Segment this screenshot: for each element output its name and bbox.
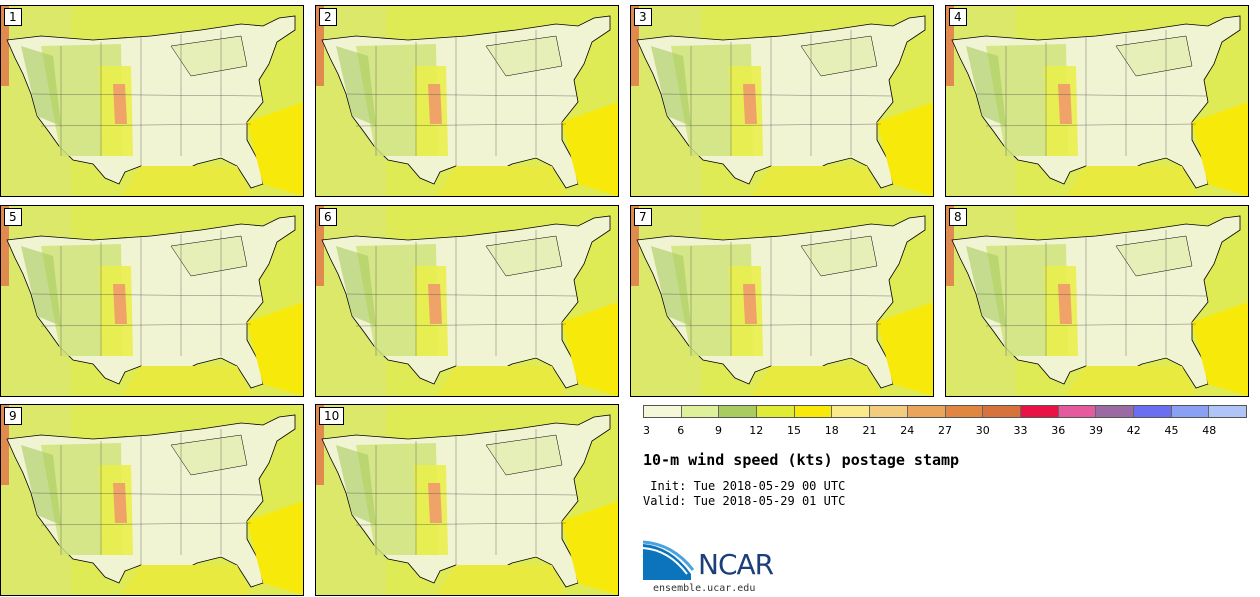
- colorbar-tick-label: 9: [715, 424, 722, 437]
- colorbar-swatch: [757, 406, 795, 417]
- wind-map: [946, 6, 1248, 196]
- forecast-panel: 1: [0, 5, 304, 197]
- wind-map: [316, 6, 618, 196]
- colorbar-swatch: [681, 406, 720, 417]
- wind-map: [1, 405, 303, 595]
- wind-map: [1, 206, 303, 396]
- chart-title: 10-m wind speed (kts) postage stamp: [643, 451, 960, 469]
- colorbar-tick-label: 33: [1013, 424, 1028, 437]
- colorbar-swatch: [1171, 406, 1210, 417]
- colorbar-swatch: [794, 406, 833, 417]
- panel-number: 9: [4, 407, 22, 425]
- colorbar-tick-label: 3: [643, 424, 650, 437]
- colorbar-swatch: [983, 406, 1021, 417]
- forecast-panel: 5: [0, 205, 304, 397]
- colorbar-tick-label: 30: [975, 424, 990, 437]
- colorbar-tick-label: 12: [749, 424, 764, 437]
- forecast-panel: 8: [945, 205, 1249, 397]
- wind-map: [316, 405, 618, 595]
- colorbar-swatch: [870, 406, 908, 417]
- forecast-panel: 6: [315, 205, 619, 397]
- colorbar-tick-label: 39: [1089, 424, 1103, 437]
- colorbar-tick-label: 36: [1051, 424, 1066, 437]
- colorbar-swatch: [945, 406, 984, 417]
- colorbar-tick-label: 27: [938, 424, 952, 437]
- panel-number: 4: [949, 8, 967, 26]
- wind-map: [631, 6, 933, 196]
- wind-map: [316, 206, 618, 396]
- colorbar-swatch: [1020, 406, 1059, 417]
- forecast-panel: 2: [315, 5, 619, 197]
- panel-number: 8: [949, 208, 967, 226]
- forecast-panel: 7: [630, 205, 934, 397]
- wind-map: [946, 206, 1248, 396]
- colorbar-swatch: [644, 406, 682, 417]
- wind-map: [631, 206, 933, 396]
- forecast-panel: 3: [630, 5, 934, 197]
- panel-number: 2: [319, 8, 337, 26]
- panel-number: 6: [319, 208, 337, 226]
- valid-time: Valid: Tue 2018-05-29 01 UTC: [643, 494, 846, 508]
- colorbar-swatch: [907, 406, 946, 417]
- colorbar-ticks: 3 6 9 12 15 18 21 24 27 30 33 36 39 42 45 48: [643, 424, 1247, 438]
- panel-number: 7: [634, 208, 652, 226]
- colorbar-swatch: [1058, 406, 1097, 417]
- colorbar-tick-label: 45: [1164, 424, 1179, 437]
- colorbar-swatch: [832, 406, 871, 417]
- panel-number: 10: [319, 407, 345, 425]
- panel-number: 5: [4, 208, 22, 226]
- colorbar-tick-label: 21: [862, 424, 877, 437]
- colorbar: [643, 405, 1247, 418]
- forecast-panel: 4: [945, 5, 1249, 197]
- colorbar-tick-label: 42: [1126, 424, 1141, 437]
- colorbar-tick-label: 48: [1202, 424, 1217, 437]
- colorbar-swatch: [719, 406, 758, 417]
- ncar-logo-text: NCAR: [698, 548, 774, 581]
- forecast-panel: 9: [0, 404, 304, 596]
- ensemble-url: ensemble.ucar.edu: [653, 583, 756, 594]
- colorbar-swatch: [1209, 406, 1246, 417]
- colorbar-swatch: [1096, 406, 1134, 417]
- colorbar-tick-label: 6: [677, 424, 685, 437]
- wind-map: [1, 6, 303, 196]
- ncar-logo-icon: [643, 540, 695, 580]
- init-time: Init: Tue 2018-05-29 00 UTC: [643, 479, 846, 493]
- colorbar-tick-label: 18: [824, 424, 839, 437]
- colorbar-swatch: [1133, 406, 1172, 417]
- panel-number: 3: [634, 8, 652, 26]
- colorbar-tick-label: 24: [900, 424, 915, 437]
- forecast-panel: 10: [315, 404, 619, 596]
- panel-number: 1: [4, 8, 22, 26]
- colorbar-tick-label: 15: [787, 424, 801, 437]
